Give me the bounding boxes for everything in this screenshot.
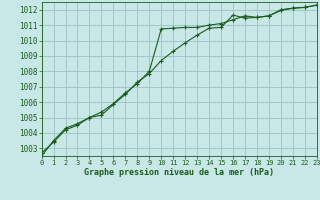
X-axis label: Graphe pression niveau de la mer (hPa): Graphe pression niveau de la mer (hPa)	[84, 168, 274, 177]
